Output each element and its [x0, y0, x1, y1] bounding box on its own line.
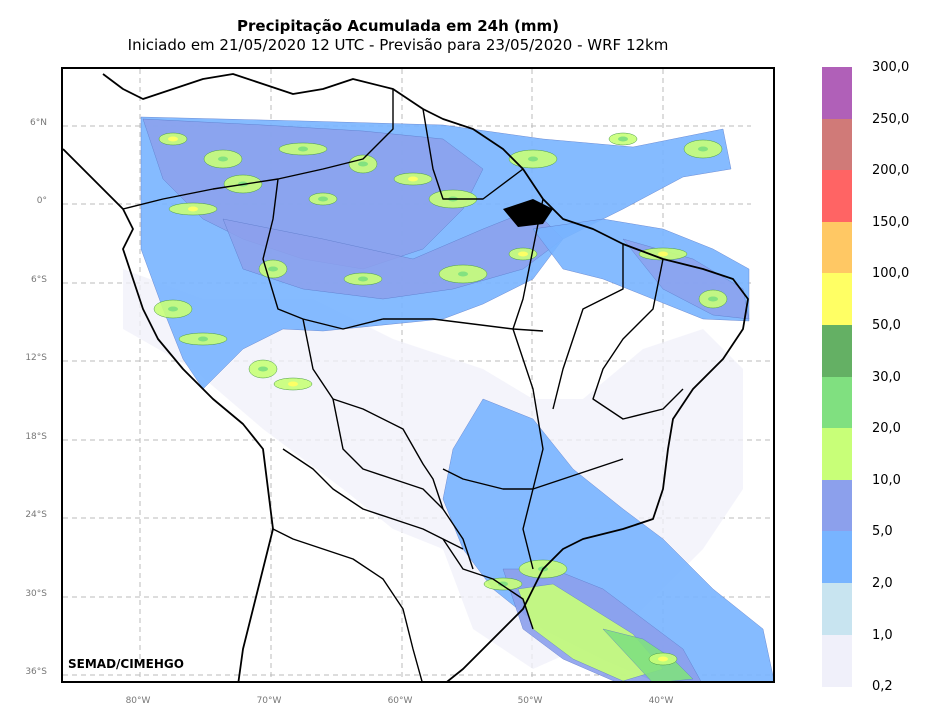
map-subtitle: Iniciado em 21/05/2020 12 UTC - Previsão…: [127, 36, 669, 54]
colorbar-level-label: 2,0: [872, 576, 893, 591]
convective-core: [708, 296, 718, 302]
colorbar-level-label: 1,0: [872, 627, 893, 643]
precipitation-area: [602, 628, 694, 681]
colorbar-swatch: [822, 221, 852, 274]
colorbar-swatch: [822, 376, 852, 429]
colorbar-level-label: 10,0: [872, 472, 901, 488]
colorbar-swatch: [822, 634, 852, 687]
convective-core: [268, 266, 278, 272]
convective-core: [498, 581, 508, 587]
latitude-label: 24°S: [25, 510, 47, 520]
convective-core: [168, 136, 178, 142]
longitude-label: 80°W: [125, 696, 151, 706]
convective-core: [358, 276, 368, 282]
convective-core: [168, 306, 178, 312]
colorbar-swatch: [822, 531, 852, 584]
colorbar-level-label: 50,0: [872, 318, 901, 333]
longitude-label: 70°W: [256, 696, 282, 706]
convective-core: [658, 656, 668, 662]
colorbar-level-label: 200,0: [872, 163, 910, 179]
border-line: [282, 448, 464, 550]
border-line: [122, 89, 394, 210]
convective-core: [658, 251, 668, 257]
colorbar-swatch: [822, 67, 852, 120]
latitude-label: 36°S: [25, 667, 47, 677]
coastline-and-borders: [63, 73, 749, 681]
border-line: [592, 258, 684, 420]
colorbar-level-label: 5,0: [872, 524, 893, 540]
colorbar-swatch: [822, 118, 852, 171]
convective-core: [528, 156, 538, 162]
border-line: [422, 108, 524, 200]
border-line: [442, 458, 624, 490]
credit-label: SEMAD/CIMEHGO: [68, 657, 184, 671]
convective-core: [188, 206, 198, 212]
map-title: Precipitação Acumulada em 24h (mm): [237, 17, 559, 35]
latitude-label: 6°N: [30, 118, 47, 128]
colorbar-level-label: 100,0: [872, 266, 910, 282]
colorbar-level-label: 30,0: [872, 369, 901, 385]
convective-core: [198, 336, 208, 342]
longitude-label: 60°W: [387, 696, 413, 706]
longitude-label: 40°W: [648, 696, 674, 706]
convective-core: [618, 136, 628, 142]
colorbar-level-label: 0,2: [872, 679, 893, 695]
map-panel: [61, 67, 775, 683]
ocean-clear: [751, 69, 773, 319]
convective-core: [358, 161, 368, 167]
latitude-label: 18°S: [25, 432, 47, 442]
border-line: [512, 198, 544, 570]
convective-core: [518, 251, 528, 257]
convective-core: [408, 176, 418, 182]
border-line: [262, 178, 544, 332]
colorbar-swatch: [822, 325, 852, 378]
convective-core: [318, 196, 328, 202]
convective-core: [458, 271, 468, 277]
colorbar-level-label: 150,0: [872, 214, 910, 230]
latitude-label: 0°: [36, 196, 47, 206]
convective-core: [258, 366, 268, 372]
convective-core: [698, 146, 708, 152]
longitude-label: 50°W: [517, 696, 543, 706]
colorbar-swatch: [822, 170, 852, 223]
colorbar-level-label: 20,0: [872, 421, 901, 437]
convective-core: [218, 156, 228, 162]
colorbar-level-label: 250,0: [872, 111, 910, 127]
latitude-label: 30°S: [25, 589, 47, 599]
colorbar-swatch: [822, 479, 852, 532]
colorbar-swatch: [822, 428, 852, 481]
border-line: [272, 528, 423, 681]
colorbar-swatch: [822, 583, 852, 636]
convective-core: [288, 381, 298, 387]
colorbar-level-label: 300,0: [872, 60, 910, 75]
latitude-label: 6°S: [31, 275, 47, 285]
marajo-island: [503, 199, 553, 227]
border-line: [552, 244, 624, 410]
colorbar-swatch: [822, 273, 852, 326]
border-line: [302, 318, 474, 570]
precipitation-field: [123, 69, 773, 681]
latitude-label: 12°S: [25, 353, 47, 363]
precipitation-map: [63, 69, 773, 681]
convective-core: [298, 146, 308, 152]
border-line: [332, 398, 444, 510]
border-line: [442, 538, 534, 630]
